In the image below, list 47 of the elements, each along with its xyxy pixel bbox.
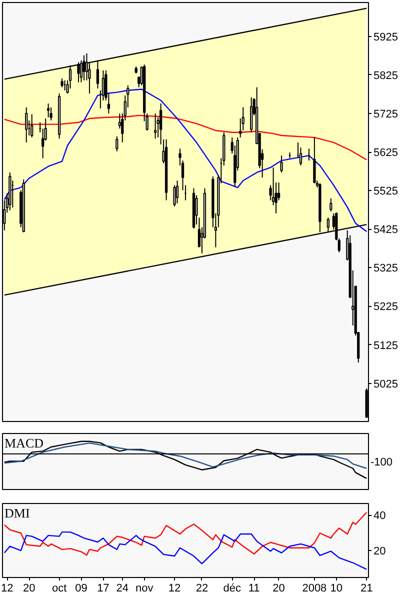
candlestick (116, 136, 118, 152)
candlestick (30, 114, 34, 138)
line-series (4, 531, 368, 570)
candlestick (277, 182, 280, 201)
candlestick (299, 146, 302, 166)
candlestick (50, 106, 52, 121)
candlestick (176, 180, 179, 204)
y-tick-label: 40 (374, 510, 386, 522)
x-tick-label: 11 (248, 582, 260, 594)
candlestick (250, 96, 253, 133)
candlestick (25, 106, 28, 143)
y-tick-label: 5225 (374, 301, 398, 314)
candlestick (173, 184, 176, 207)
candlestick (280, 155, 283, 173)
chart-title: MACD (4, 436, 44, 450)
y-tick-label: 5025 (374, 378, 398, 390)
y-tick-label: 5525 (374, 186, 398, 198)
x-tick-label: 21 (360, 582, 373, 594)
x-tick-label: 12 (1, 582, 14, 594)
candlestick (313, 136, 316, 184)
x-tick-label: 17 (97, 582, 110, 594)
x-tick-label: 12 (168, 582, 181, 594)
candlestick (365, 388, 368, 418)
text: -100 (370, 456, 393, 468)
candlestick (82, 54, 86, 81)
y-tick-label: 5125 (374, 340, 398, 352)
x-tick-label: déc (223, 582, 242, 594)
y-tick-label: 5325 (374, 262, 398, 275)
x-tick-label: nov (135, 582, 154, 594)
chart-title: DMI (4, 506, 30, 520)
y-tick-label: 5825 (374, 70, 398, 82)
y-tick-label: 5925 (374, 31, 398, 44)
x-tick-label: oct (52, 582, 67, 594)
candlestick (330, 198, 332, 212)
x-tick-label: 24 (116, 582, 129, 594)
x-tick-label: 10 (330, 582, 343, 594)
y-tick-label: 20 (374, 546, 386, 558)
candlestick (46, 102, 50, 118)
x-tick-label: 20 (272, 582, 285, 594)
y-tick-label: 5725 (374, 108, 398, 121)
x-tick-label: 2008 (302, 582, 327, 594)
y-tick-label: 5425 (374, 224, 398, 236)
candlestick (154, 113, 157, 140)
x-tick-label: 22 (196, 582, 208, 594)
x-tick-label: 20 (22, 582, 36, 594)
x-tick-label: 09 (75, 582, 88, 594)
y-tick-label: 5625 (374, 147, 398, 160)
